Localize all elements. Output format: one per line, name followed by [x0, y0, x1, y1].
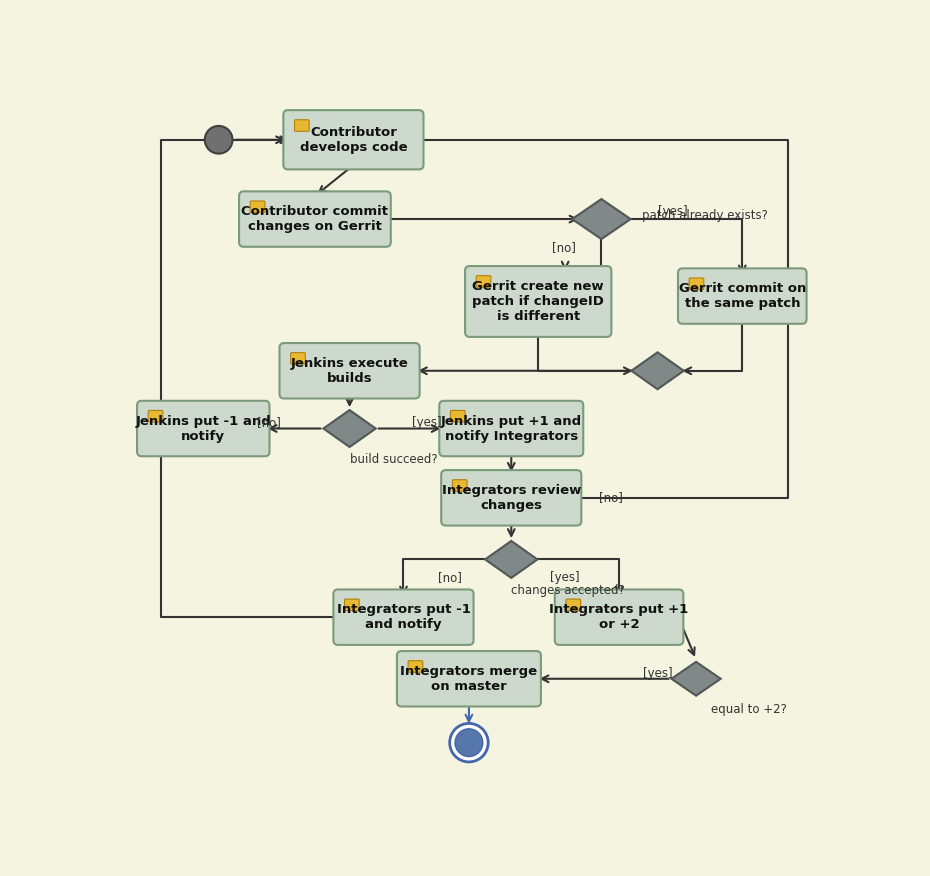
FancyBboxPatch shape	[452, 480, 467, 491]
FancyBboxPatch shape	[465, 266, 611, 337]
FancyBboxPatch shape	[295, 120, 309, 131]
Text: [no]: [no]	[551, 241, 576, 254]
FancyBboxPatch shape	[250, 201, 265, 213]
Text: Integrators put -1
and notify: Integrators put -1 and notify	[337, 604, 471, 632]
Text: Jenkins put -1 and
notify: Jenkins put -1 and notify	[136, 414, 272, 442]
FancyBboxPatch shape	[450, 411, 465, 422]
Polygon shape	[631, 352, 684, 389]
FancyBboxPatch shape	[439, 401, 583, 456]
Text: [yes]: [yes]	[412, 416, 442, 429]
Circle shape	[450, 724, 488, 762]
Text: [no]: [no]	[438, 570, 461, 583]
Text: Gerrit commit on
the same patch: Gerrit commit on the same patch	[679, 282, 806, 310]
Text: [yes]: [yes]	[658, 205, 688, 218]
Circle shape	[455, 729, 483, 757]
FancyBboxPatch shape	[555, 590, 684, 645]
Text: Jenkins put +1 and
notify Integrators: Jenkins put +1 and notify Integrators	[441, 414, 582, 442]
Text: [no]: [no]	[600, 491, 623, 505]
Text: Integrators put +1
or +2: Integrators put +1 or +2	[550, 604, 689, 632]
FancyBboxPatch shape	[137, 401, 270, 456]
FancyBboxPatch shape	[345, 599, 359, 611]
FancyBboxPatch shape	[678, 268, 806, 324]
Text: Contributor commit
changes on Gerrit: Contributor commit changes on Gerrit	[242, 205, 389, 233]
FancyBboxPatch shape	[291, 353, 305, 364]
FancyBboxPatch shape	[689, 278, 704, 290]
Text: [no]: [no]	[257, 416, 281, 429]
Text: Gerrit create new
patch if changeID
is different: Gerrit create new patch if changeID is d…	[472, 280, 604, 323]
FancyBboxPatch shape	[284, 110, 423, 169]
Text: changes accepted?: changes accepted?	[512, 584, 625, 597]
FancyBboxPatch shape	[280, 343, 419, 399]
FancyBboxPatch shape	[408, 661, 423, 672]
Text: equal to +2?: equal to +2?	[711, 703, 788, 716]
FancyBboxPatch shape	[397, 651, 541, 706]
Circle shape	[205, 126, 232, 153]
Text: Integrators merge
on master: Integrators merge on master	[400, 665, 538, 693]
Text: Integrators review
changes: Integrators review changes	[442, 484, 581, 512]
FancyBboxPatch shape	[239, 191, 391, 247]
Text: Jenkins execute
builds: Jenkins execute builds	[291, 357, 408, 385]
Text: [yes]: [yes]	[551, 570, 580, 583]
FancyBboxPatch shape	[148, 411, 163, 422]
Polygon shape	[485, 541, 538, 578]
FancyBboxPatch shape	[441, 470, 581, 526]
FancyBboxPatch shape	[476, 276, 491, 287]
Polygon shape	[671, 662, 721, 696]
FancyBboxPatch shape	[334, 590, 473, 645]
Text: Contributor
develops code: Contributor develops code	[299, 126, 407, 154]
Polygon shape	[572, 199, 631, 239]
Text: patch already exists?: patch already exists?	[643, 209, 768, 223]
Text: [yes]: [yes]	[643, 667, 672, 680]
Text: build succeed?: build succeed?	[350, 453, 437, 466]
FancyBboxPatch shape	[566, 599, 580, 611]
Polygon shape	[324, 410, 376, 447]
